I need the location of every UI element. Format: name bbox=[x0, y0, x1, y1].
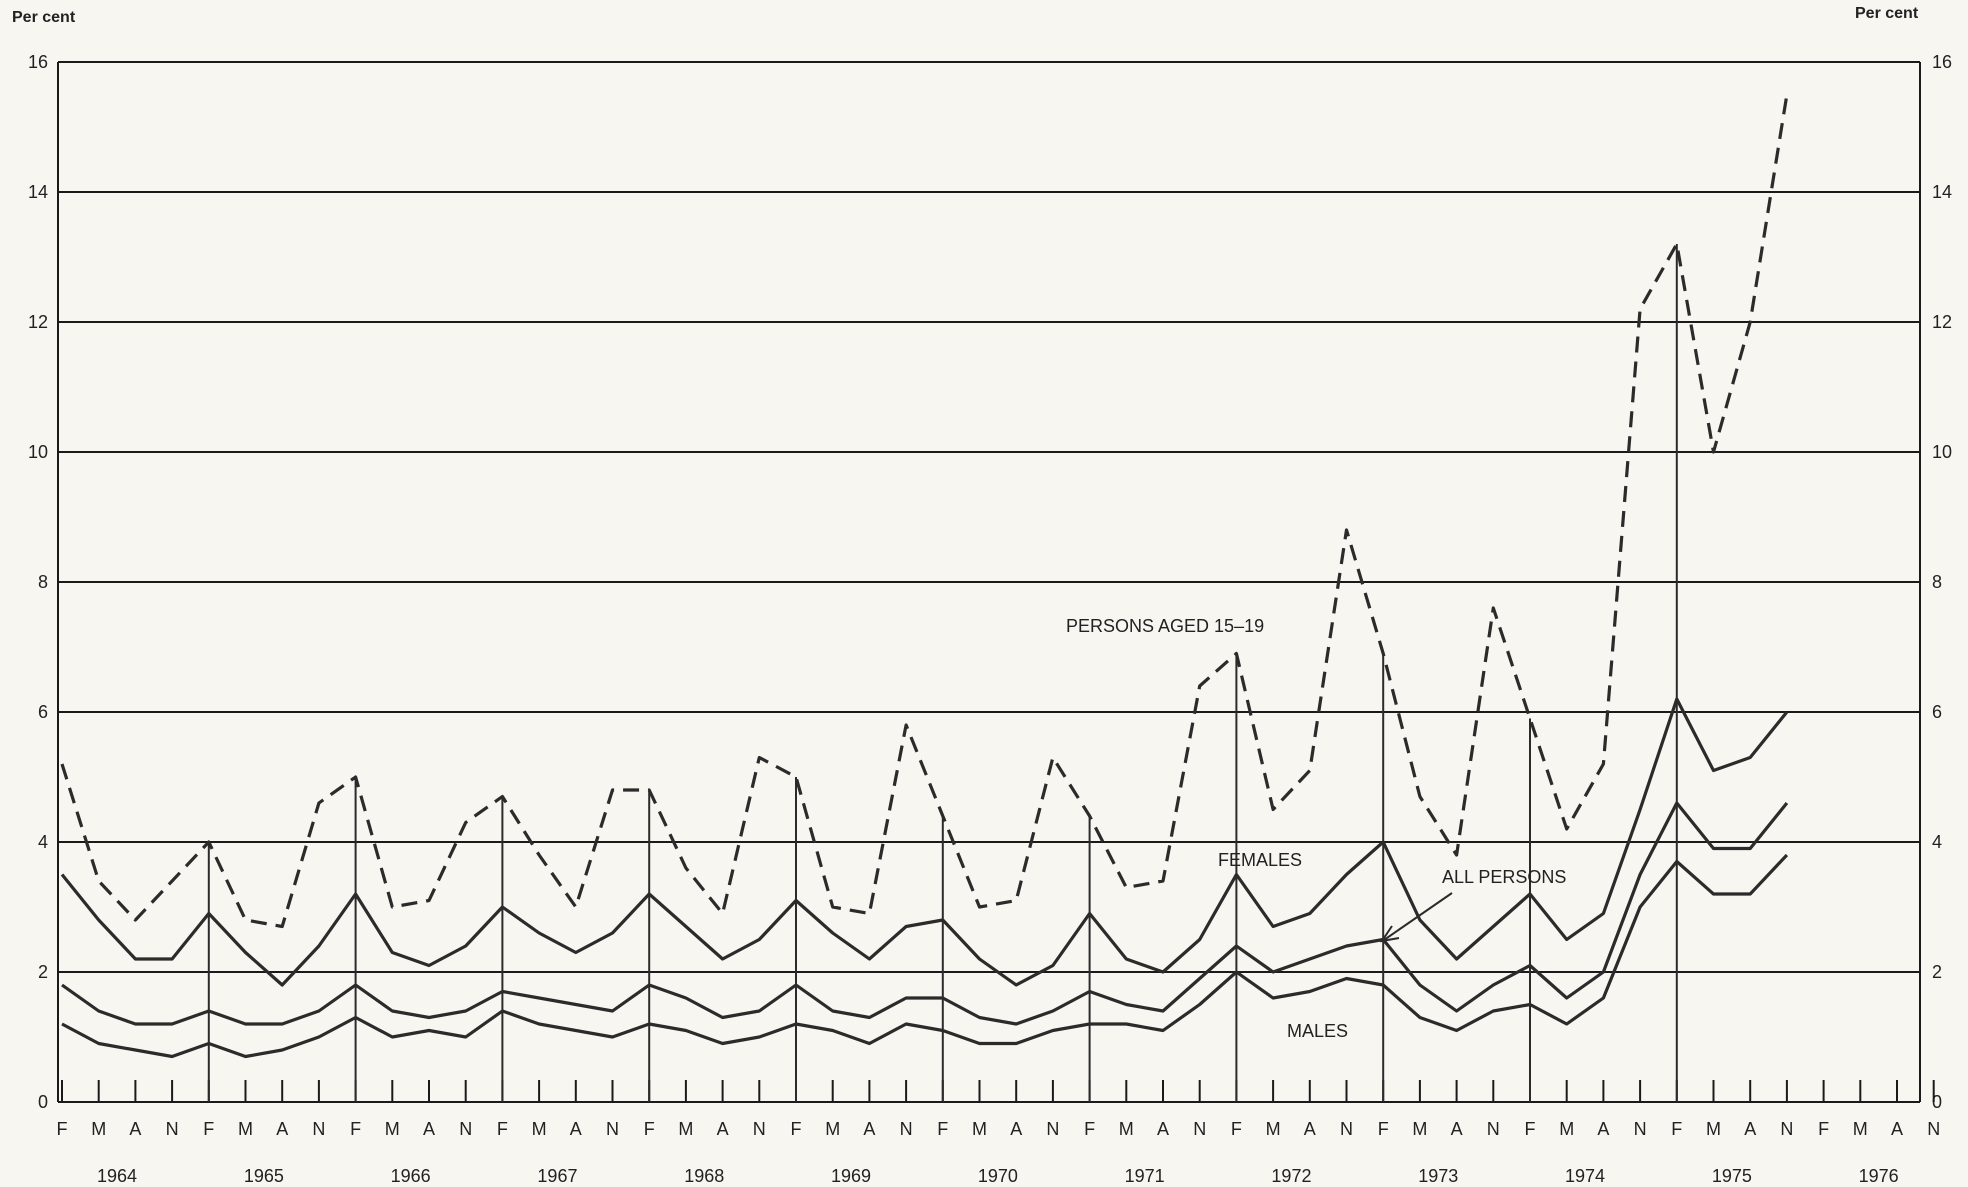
x-month-label: N bbox=[312, 1119, 325, 1139]
x-year-label: 1970 bbox=[978, 1166, 1018, 1186]
x-month-label: N bbox=[1046, 1119, 1059, 1139]
x-month-label: F bbox=[937, 1119, 948, 1139]
x-month-label: N bbox=[166, 1119, 179, 1139]
x-month-label: N bbox=[606, 1119, 619, 1139]
y-tick-label-left: 8 bbox=[38, 572, 48, 592]
y-tick-label-right: 6 bbox=[1932, 702, 1942, 722]
x-year-label: 1968 bbox=[684, 1166, 724, 1186]
series-line-3 bbox=[61, 853, 1789, 1059]
x-month-label: N bbox=[1193, 1119, 1206, 1139]
y-tick-label-right: 4 bbox=[1932, 832, 1942, 852]
x-month-label: A bbox=[1010, 1119, 1022, 1139]
y-tick-label-left: 0 bbox=[38, 1092, 48, 1112]
x-month-label: N bbox=[1634, 1119, 1647, 1139]
x-month-label: A bbox=[129, 1119, 141, 1139]
x-month-label: A bbox=[1451, 1119, 1463, 1139]
all-persons-arrow bbox=[1379, 892, 1453, 943]
x-month-label: M bbox=[238, 1119, 253, 1139]
x-month-label: F bbox=[1378, 1119, 1389, 1139]
x-month-label: M bbox=[532, 1119, 547, 1139]
label-all-persons: ALL PERSONS bbox=[1442, 867, 1566, 887]
x-month-label: N bbox=[1340, 1119, 1353, 1139]
x-year-label: 1972 bbox=[1271, 1166, 1311, 1186]
x-month-label: A bbox=[1744, 1119, 1756, 1139]
x-month-label: F bbox=[1231, 1119, 1242, 1139]
x-year-label: 1973 bbox=[1418, 1166, 1458, 1186]
label-persons-aged: PERSONS AGED 15–19 bbox=[1066, 616, 1264, 636]
series-line-1 bbox=[60, 697, 1789, 987]
x-year-label: 1975 bbox=[1712, 1166, 1752, 1186]
y-tick-label-right: 8 bbox=[1932, 572, 1942, 592]
x-month-label: M bbox=[1559, 1119, 1574, 1139]
x-month-label: M bbox=[1853, 1119, 1868, 1139]
x-month-label: F bbox=[350, 1119, 361, 1139]
x-month-label: M bbox=[972, 1119, 987, 1139]
x-year-label: 1965 bbox=[244, 1166, 284, 1186]
x-month-label: M bbox=[1266, 1119, 1281, 1139]
x-month-label: A bbox=[423, 1119, 435, 1139]
x-month-label: F bbox=[1818, 1119, 1829, 1139]
x-month-label: M bbox=[1412, 1119, 1427, 1139]
label-females: FEMALES bbox=[1218, 850, 1302, 870]
x-month-label: M bbox=[385, 1119, 400, 1139]
y-tick-labels: 0 0 2 2 4 4 6 6 8 8 10 10 12 12 14 14 16 16 bbox=[28, 52, 1952, 1112]
series-lines bbox=[60, 94, 1789, 1059]
x-year-label: 1971 bbox=[1125, 1166, 1165, 1186]
x-month-label: A bbox=[717, 1119, 729, 1139]
x-month-label: M bbox=[678, 1119, 693, 1139]
x-year-label: 1966 bbox=[391, 1166, 431, 1186]
y-tick-label-right: 16 bbox=[1932, 52, 1952, 72]
y-tick-label-left: 4 bbox=[38, 832, 48, 852]
x-month-label: M bbox=[825, 1119, 840, 1139]
y-tick-label-right: 2 bbox=[1932, 962, 1942, 982]
x-month-label: N bbox=[1927, 1119, 1940, 1139]
y-tick-label-left: 2 bbox=[38, 962, 48, 982]
x-month-label: M bbox=[91, 1119, 106, 1139]
series-line-2 bbox=[61, 801, 1789, 1026]
x-month-label: A bbox=[1597, 1119, 1609, 1139]
x-month-label: F bbox=[57, 1119, 68, 1139]
x-month-label: F bbox=[791, 1119, 802, 1139]
x-month-label: F bbox=[644, 1119, 655, 1139]
x-month-label: N bbox=[900, 1119, 913, 1139]
x-month-label: N bbox=[753, 1119, 766, 1139]
y-tick-label-right: 14 bbox=[1932, 182, 1952, 202]
y-tick-label-left: 12 bbox=[28, 312, 48, 332]
x-year-label: 1969 bbox=[831, 1166, 871, 1186]
x-month-label: F bbox=[1084, 1119, 1095, 1139]
x-month-label: A bbox=[1157, 1119, 1169, 1139]
x-month-label: N bbox=[1780, 1119, 1793, 1139]
x-month-label: A bbox=[570, 1119, 582, 1139]
x-year-label: 1976 bbox=[1859, 1166, 1899, 1186]
x-year-label: 1974 bbox=[1565, 1166, 1605, 1186]
x-month-label: F bbox=[203, 1119, 214, 1139]
x-month-label: F bbox=[1525, 1119, 1536, 1139]
x-year-label: 1967 bbox=[537, 1166, 577, 1186]
x-month-label: F bbox=[497, 1119, 508, 1139]
y-tick-label-left: 6 bbox=[38, 702, 48, 722]
y-tick-label-left: 16 bbox=[28, 52, 48, 72]
x-month-label: N bbox=[459, 1119, 472, 1139]
y-tick-label-right: 12 bbox=[1932, 312, 1952, 332]
x-month-label: N bbox=[1487, 1119, 1500, 1139]
y-tick-label-right: 0 bbox=[1932, 1092, 1942, 1112]
y-unit-left: Per cent bbox=[12, 9, 76, 26]
x-year-label: 1964 bbox=[97, 1166, 137, 1186]
label-males: MALES bbox=[1287, 1021, 1348, 1041]
grid-lines bbox=[57, 61, 1921, 1103]
x-month-label: A bbox=[1891, 1119, 1903, 1139]
y-unit-right: Per cent bbox=[1855, 5, 1919, 22]
y-tick-label-right: 10 bbox=[1932, 442, 1952, 462]
x-month-label: F bbox=[1671, 1119, 1682, 1139]
x-month-label: M bbox=[1119, 1119, 1134, 1139]
x-month-label: A bbox=[276, 1119, 288, 1139]
x-month-label: M bbox=[1706, 1119, 1721, 1139]
x-month-label: A bbox=[1304, 1119, 1316, 1139]
y-tick-label-left: 10 bbox=[28, 442, 48, 462]
y-tick-label-left: 14 bbox=[28, 182, 48, 202]
series-line-0 bbox=[60, 94, 1789, 929]
x-month-label: A bbox=[863, 1119, 875, 1139]
